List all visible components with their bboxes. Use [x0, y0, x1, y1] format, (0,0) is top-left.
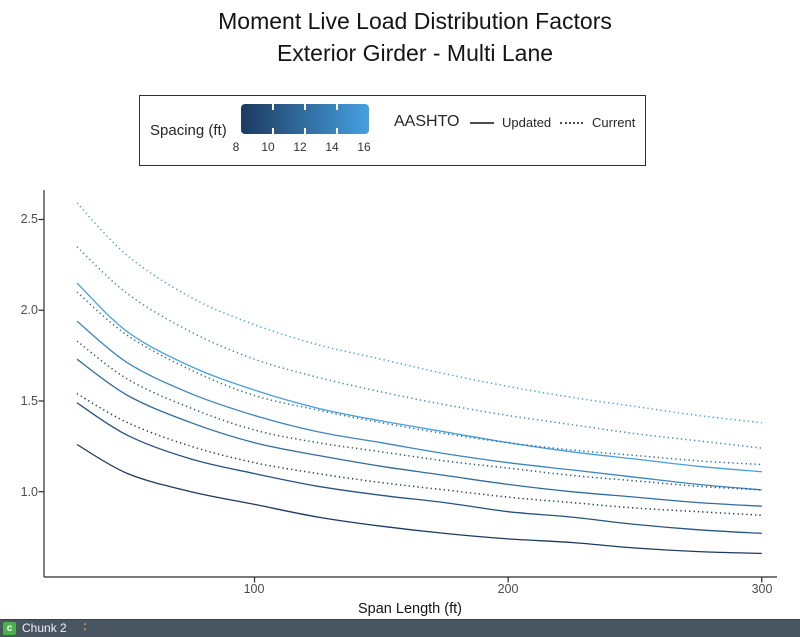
plot-panel — [38, 190, 777, 583]
colorbar-tick-notch — [304, 104, 306, 110]
curve-current-8ft — [76, 393, 762, 517]
curve-updated-14ft — [76, 320, 762, 491]
colorbar-tick-notch — [336, 128, 338, 134]
colorbar-tick-label-8: 8 — [232, 140, 240, 154]
curve-updated-10ft — [76, 402, 762, 535]
y-tick-label-2.0: 2.0 — [20, 303, 38, 317]
x-tick-label-300: 300 — [751, 582, 773, 596]
colorbar-tick-label-12: 12 — [293, 140, 307, 154]
dotted-line-key-icon — [560, 122, 583, 124]
axes-group — [38, 190, 777, 583]
colorbar-tick-notch — [304, 128, 306, 134]
legend-box: Spacing (ft) 8 10 12 14 16 AASHTO Update… — [139, 95, 646, 166]
curve-current-10ft — [76, 340, 762, 491]
y-tick-label-1.5: 1.5 — [20, 394, 38, 408]
legend-spacing-title: Spacing (ft) — [150, 122, 227, 139]
solid-line-key-icon — [470, 122, 494, 124]
series-group — [76, 202, 762, 555]
x-tick-label-200: 200 — [497, 582, 519, 596]
y-tick-label-1.0: 1.0 — [20, 485, 38, 499]
chart-title-line1: Moment Live Load Distribution Factors — [218, 8, 612, 34]
colorbar-tick-notch — [272, 128, 274, 134]
legend-aashto-title: AASHTO — [394, 113, 460, 130]
chunk-language-badge-icon[interactable]: c — [3, 622, 16, 635]
colorbar-tick-label-16: 16 — [357, 140, 371, 154]
legend-current-label: Current — [592, 115, 636, 130]
colorbar-tick-label-14: 14 — [325, 140, 339, 154]
chart-title: Moment Live Load Distribution Factors Ex… — [30, 5, 800, 69]
legend-updated-label: Updated — [502, 115, 552, 130]
chunk-status-bar: c Chunk 2 ▲ ▼ — [0, 619, 800, 637]
x-axis-title: Span Length (ft) — [358, 601, 462, 617]
chart-title-line2: Exterior Girder - Multi Lane — [276, 40, 554, 66]
x-tick-label-100: 100 — [243, 582, 265, 596]
colorbar-tick-notch — [272, 104, 274, 110]
curve-current-16ft — [76, 202, 762, 424]
y-tick-label-2.5: 2.5 — [20, 212, 38, 226]
chunk-name-label: Chunk 2 — [22, 621, 67, 635]
curve-updated-8ft — [76, 443, 762, 555]
colorbar-tick-notch — [336, 104, 338, 110]
spacing-colorbar — [241, 104, 369, 134]
curve-updated-16ft — [76, 282, 762, 473]
curve-updated-12ft — [76, 358, 762, 507]
curve-current-12ft — [76, 291, 762, 466]
colorbar-tick-label-10: 10 — [261, 140, 275, 154]
chunk-collapse-icon[interactable]: ▲ ▼ — [82, 621, 88, 633]
